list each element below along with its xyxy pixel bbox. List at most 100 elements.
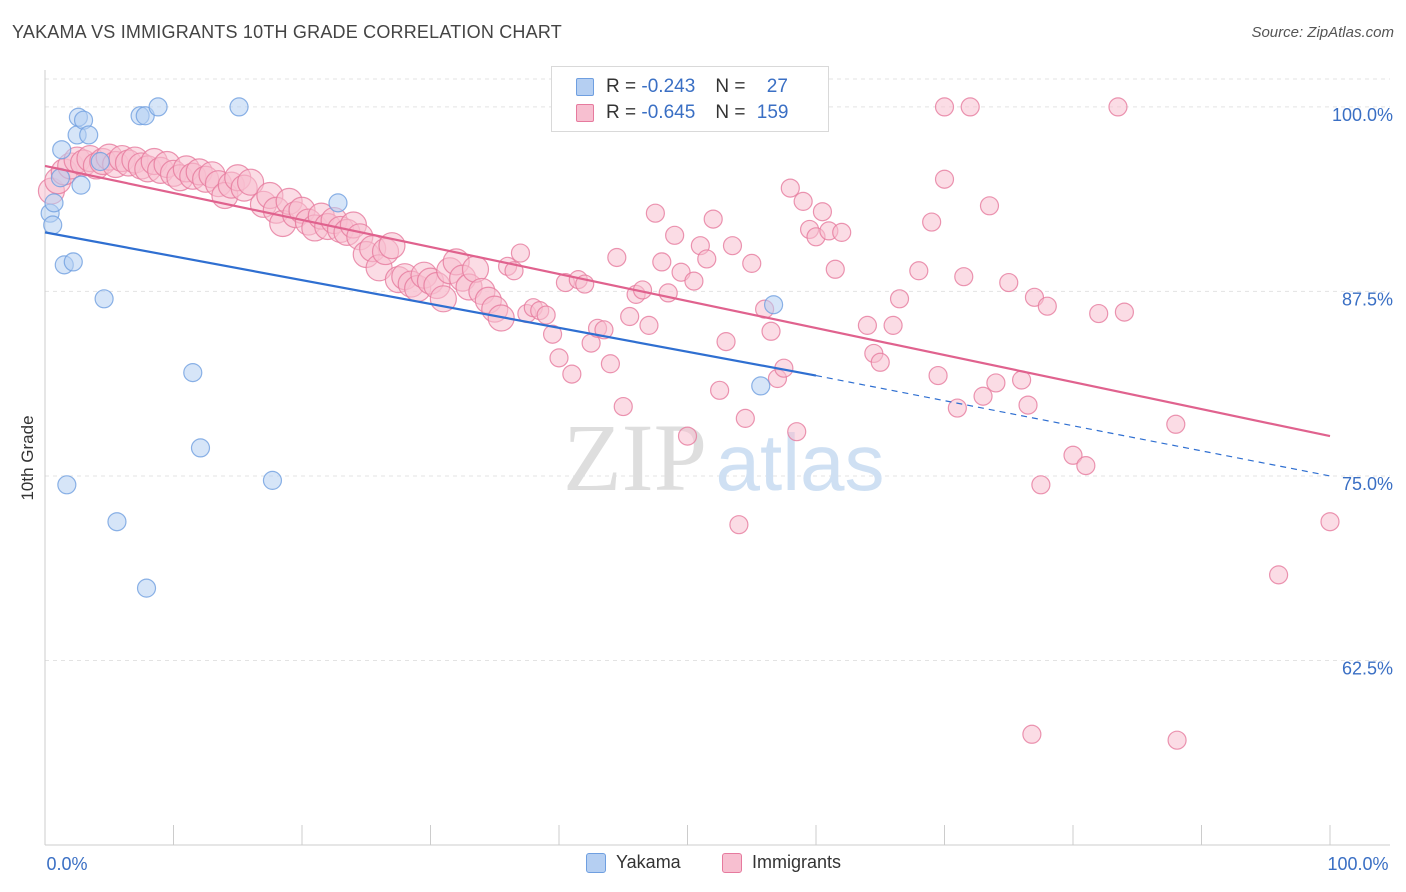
immigrants-point — [812, 202, 833, 222]
x-tick-label: 100.0% — [1327, 854, 1388, 874]
immigrants-point — [562, 364, 582, 384]
immigrants-point — [787, 422, 807, 442]
immigrants-point — [1063, 445, 1083, 465]
axis-labels: 100.0% 87.5% 75.0% 62.5% 0.0% 100.0% 10th Grad… — [18, 105, 1393, 874]
immigrants-point — [870, 352, 890, 372]
immigrants-point — [1320, 512, 1340, 532]
immigrants-point — [883, 315, 903, 335]
series-label-immigrants: Immigrants — [752, 852, 842, 872]
yakama-point — [43, 215, 63, 235]
watermark-zip: ZIP — [563, 404, 707, 511]
yakama-point — [751, 376, 771, 396]
immigrants-point — [639, 315, 659, 335]
chart-title: YAKAMA VS IMMIGRANTS 10TH GRADE CORRELAT… — [12, 22, 562, 42]
immigrants-point — [832, 222, 852, 242]
legend-n-label: N = — [715, 76, 746, 97]
immigrants-point — [510, 243, 531, 263]
immigrants-point — [954, 267, 974, 287]
immigrants-point — [237, 168, 265, 196]
immigrants-point — [536, 305, 556, 325]
legend-r-value: -0.645 — [641, 102, 696, 123]
yakama-point — [262, 470, 283, 490]
yakama-point — [190, 438, 211, 458]
immigrants-point — [889, 289, 910, 309]
immigrants-point — [1076, 456, 1096, 476]
immigrants-point — [542, 324, 563, 344]
yakama-point — [107, 512, 127, 532]
immigrants-point — [549, 348, 569, 368]
y-tick-label: 87.5% — [1342, 289, 1393, 309]
immigrants-point — [780, 178, 800, 198]
x-tick-label: 0.0% — [46, 854, 87, 874]
yakama-point — [90, 151, 110, 172]
y-tick-label: 100.0% — [1332, 105, 1393, 125]
immigrants-point — [934, 97, 955, 117]
immigrants-point — [645, 203, 665, 223]
series-legend-immigrants[interactable]: Immigrants — [722, 852, 841, 873]
series-legend: Yakama Immigrants — [0, 852, 1406, 876]
yakama-point — [63, 252, 83, 272]
immigrants-point — [1114, 302, 1135, 322]
immigrants-point — [934, 169, 955, 189]
immigrants-point — [928, 365, 948, 386]
immigrants-point — [613, 396, 633, 417]
legend-r-value: -0.243 — [641, 76, 696, 97]
legend-row-immigrants: R = -0.645 N = 159 — [576, 101, 788, 125]
immigrants-point — [742, 253, 762, 273]
immigrants-point — [665, 225, 685, 245]
yakama-point — [183, 363, 203, 383]
legend-row-yakama: R = -0.243 N = 27 — [576, 75, 788, 99]
series-swatch-yakama — [586, 852, 606, 873]
immigrants-point — [1037, 296, 1057, 316]
legend-swatch-immigrants — [576, 104, 594, 122]
yakama-point — [763, 295, 784, 315]
immigrants-point — [1108, 97, 1128, 117]
y-axis-label: 10th Grade — [18, 415, 37, 500]
legend-r-label: R = — [606, 76, 637, 97]
immigrants-point — [697, 249, 717, 269]
yakama-point — [229, 97, 249, 117]
yakama-point — [328, 193, 348, 213]
immigrants-point — [1089, 303, 1109, 324]
immigrants-point — [703, 209, 723, 229]
immigrants-point — [986, 373, 1006, 393]
source-label: Source: ZipAtlas.com — [1251, 24, 1394, 41]
yakama-point — [79, 125, 99, 145]
yakama-trend-line — [44, 231, 817, 377]
trend-lines — [44, 164, 1331, 477]
immigrants-point — [825, 259, 845, 279]
immigrants-point — [909, 261, 929, 281]
legend-n-value: 159 — [756, 102, 789, 123]
immigrants-point — [716, 332, 736, 352]
yakama-point — [136, 578, 157, 598]
immigrants-point — [684, 271, 704, 291]
yakama-point — [71, 175, 91, 195]
correlation-legend: R = -0.243 N = 27 R = -0.645 N = 159 — [551, 66, 829, 132]
immigrants-point — [722, 236, 743, 256]
immigrants-point — [677, 426, 698, 446]
yakama-points — [40, 97, 784, 598]
immigrants-point — [652, 252, 672, 272]
legend-n-label: N = — [715, 102, 746, 123]
yakama-point — [44, 193, 64, 213]
series-swatch-immigrants — [722, 852, 742, 873]
immigrants-point — [1167, 730, 1187, 750]
immigrants-point — [600, 354, 621, 374]
legend-n-value: 27 — [766, 76, 788, 97]
immigrants-point — [620, 306, 640, 327]
immigrants-point — [735, 408, 755, 428]
immigrants-point — [999, 272, 1019, 293]
yakama-point — [52, 140, 72, 160]
immigrants-point — [1018, 395, 1038, 415]
legend-r-label: R = — [606, 102, 637, 123]
yakama-point — [94, 289, 114, 309]
yakama-point — [148, 97, 168, 117]
series-legend-yakama[interactable]: Yakama — [586, 852, 681, 873]
y-tick-label: 62.5% — [1342, 658, 1393, 678]
immigrants-point — [1268, 565, 1289, 585]
yakama-point — [57, 475, 77, 495]
legend-swatch-yakama — [576, 78, 594, 96]
immigrants-point — [922, 212, 942, 232]
immigrants-point — [1022, 724, 1042, 744]
